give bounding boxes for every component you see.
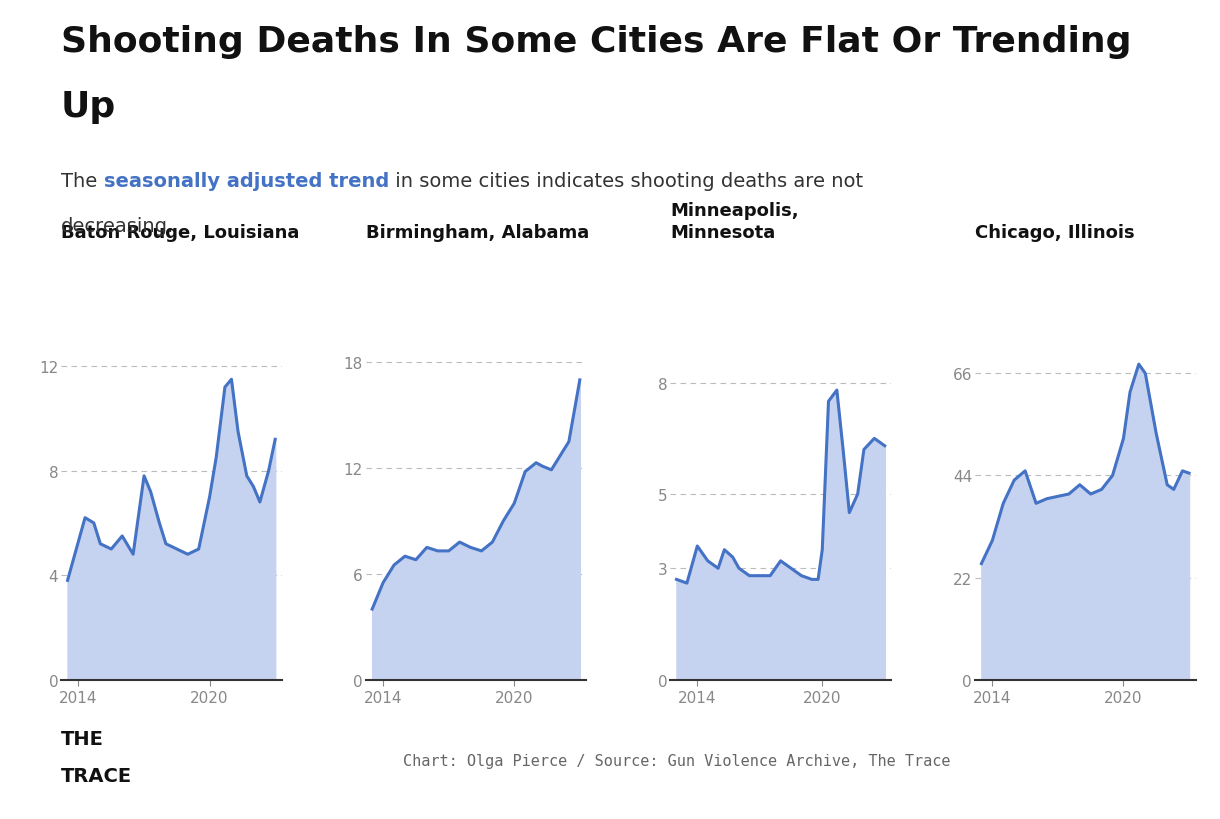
Text: Birmingham, Alabama: Birmingham, Alabama [366, 224, 589, 242]
Text: Up: Up [61, 90, 116, 124]
Text: Shooting Deaths In Some Cities Are Flat Or Trending: Shooting Deaths In Some Cities Are Flat … [61, 25, 1131, 58]
Text: The: The [61, 172, 104, 191]
Text: Minneapolis,
Minnesota: Minneapolis, Minnesota [670, 201, 799, 242]
Text: in some cities indicates shooting deaths are not: in some cities indicates shooting deaths… [389, 172, 863, 191]
Text: Chicago, Illinois: Chicago, Illinois [975, 224, 1135, 242]
Text: TRACE: TRACE [61, 766, 132, 785]
Text: Baton Rouge, Louisiana: Baton Rouge, Louisiana [61, 224, 299, 242]
Text: decreasing.: decreasing. [61, 217, 174, 236]
Text: THE: THE [61, 729, 104, 748]
Text: Chart: Olga Pierce / Source: Gun Violence Archive, The Trace: Chart: Olga Pierce / Source: Gun Violenc… [403, 753, 950, 768]
Text: seasonally adjusted trend: seasonally adjusted trend [104, 172, 389, 191]
